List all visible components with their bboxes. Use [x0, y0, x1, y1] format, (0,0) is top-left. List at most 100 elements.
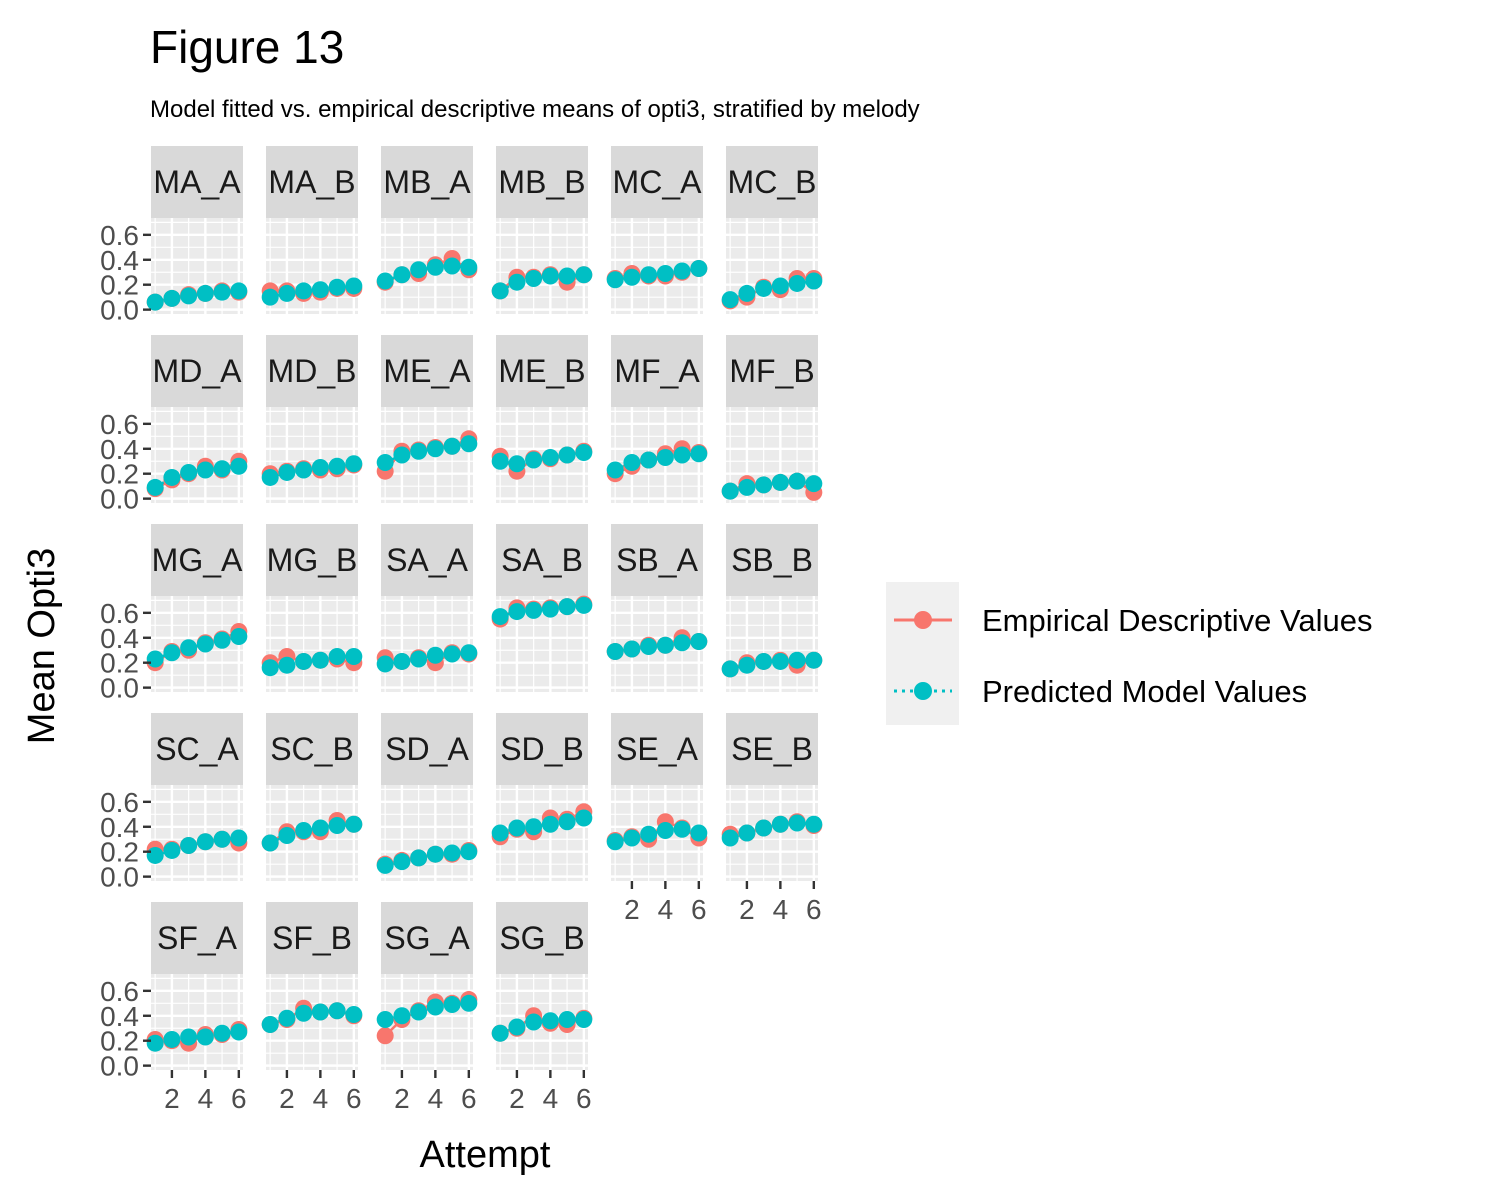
predicted-point: [261, 288, 279, 306]
predicted-point: [738, 478, 756, 496]
predicted-point: [805, 651, 823, 669]
predicted-point: [541, 448, 559, 466]
predicted-point: [788, 814, 806, 832]
y-tick-label: 0.0: [100, 295, 139, 326]
predicted-point: [443, 844, 461, 862]
x-tick-label: 2: [739, 894, 755, 925]
predicted-point: [508, 1018, 526, 1036]
facet-strip: [381, 146, 473, 218]
predicted-point: [230, 457, 248, 475]
facet-strip: [151, 902, 243, 974]
x-tick-label: 6: [231, 1083, 247, 1114]
x-tick-label: 4: [313, 1083, 329, 1114]
predicted-point: [261, 468, 279, 486]
predicted-point: [491, 1024, 509, 1042]
facet-strip-label: SF_A: [157, 920, 238, 956]
x-tick-label: 6: [461, 1083, 477, 1114]
panel-se-a: SE_A 2 4 6: [606, 713, 708, 925]
predicted-point: [690, 259, 708, 277]
x-tick-label: 6: [691, 894, 707, 925]
y-tick-label: 0.4: [100, 245, 139, 276]
predicted-point: [393, 652, 411, 670]
predicted-point: [541, 815, 559, 833]
predicted-point: [805, 272, 823, 290]
panel-mb-b: MB_B: [491, 146, 593, 314]
predicted-point: [558, 598, 576, 616]
y-tick-label: 0.4: [100, 623, 139, 654]
predicted-point: [213, 830, 231, 848]
facet-strip: [726, 713, 818, 785]
predicted-point: [146, 650, 164, 668]
legend-key-empirical-point: [914, 611, 932, 629]
panel-background: [381, 785, 473, 881]
panel-background: [496, 218, 588, 314]
predicted-point: [196, 833, 214, 851]
predicted-point: [640, 266, 658, 284]
panel-background: [151, 785, 243, 881]
y-axis-title: Mean Opti3: [21, 548, 63, 744]
predicted-point: [805, 815, 823, 833]
predicted-point: [755, 279, 773, 297]
predicted-point: [721, 291, 739, 309]
predicted-point: [525, 451, 543, 469]
predicted-point: [410, 849, 428, 867]
predicted-point: [558, 267, 576, 285]
predicted-point: [196, 461, 214, 479]
y-tick-label: 0.6: [100, 976, 139, 1007]
predicted-point: [410, 650, 428, 668]
predicted-point: [491, 824, 509, 842]
predicted-point: [311, 1003, 329, 1021]
panel-me-b: ME_B: [491, 335, 593, 503]
predicted-point: [788, 651, 806, 669]
predicted-point: [376, 856, 394, 874]
facet-strip: [381, 713, 473, 785]
panel-background: [381, 596, 473, 692]
facet-strip: [266, 335, 358, 407]
predicted-point: [163, 841, 181, 859]
predicted-point: [213, 631, 231, 649]
predicted-point: [623, 829, 641, 847]
predicted-point: [180, 463, 198, 481]
y-tick-label: 0.2: [100, 1026, 139, 1057]
predicted-point: [788, 472, 806, 490]
x-tick-label: 2: [279, 1083, 295, 1114]
predicted-point: [410, 442, 428, 460]
predicted-point: [575, 1011, 593, 1029]
facet-strip-label: SG_B: [499, 920, 584, 956]
predicted-point: [656, 264, 674, 282]
y-tick-label: 0.0: [100, 484, 139, 515]
predicted-point: [393, 1007, 411, 1025]
predicted-point: [738, 656, 756, 674]
predicted-point: [606, 642, 624, 660]
predicted-point: [278, 463, 296, 481]
predicted-point: [328, 1002, 346, 1020]
facet-strip: [266, 524, 358, 596]
legend-label-predicted: Predicted Model Values: [982, 674, 1307, 709]
predicted-point: [656, 448, 674, 466]
predicted-point: [345, 815, 363, 833]
predicted-point: [328, 647, 346, 665]
legend: Empirical Descriptive Values Predicted M…: [886, 582, 1373, 725]
facet-strip-label: MB_A: [383, 164, 471, 200]
predicted-point: [460, 994, 478, 1012]
predicted-point: [146, 478, 164, 496]
predicted-point: [558, 1011, 576, 1029]
predicted-point: [525, 601, 543, 619]
facet-strip: [496, 524, 588, 596]
predicted-point: [295, 1004, 313, 1022]
y-tick-label: 0.2: [100, 270, 139, 301]
predicted-point: [673, 262, 691, 280]
x-axis-title: Attempt: [420, 1134, 551, 1176]
predicted-point: [673, 820, 691, 838]
panel-sf-a: SF_A 0.00.20.40.6 2 4 6: [100, 902, 248, 1114]
facet-strip-label: SD_A: [385, 731, 469, 767]
predicted-point: [376, 272, 394, 290]
facet-strip: [496, 902, 588, 974]
panel-sg-a: SG_A 2 4 6: [376, 902, 478, 1114]
facet-strip-label: SD_B: [500, 731, 584, 767]
predicted-point: [443, 645, 461, 663]
legend-item-empirical: Empirical Descriptive Values: [894, 603, 1373, 638]
facet-strip: [266, 713, 358, 785]
panel-background: [266, 218, 358, 314]
x-tick-label: 4: [773, 894, 789, 925]
